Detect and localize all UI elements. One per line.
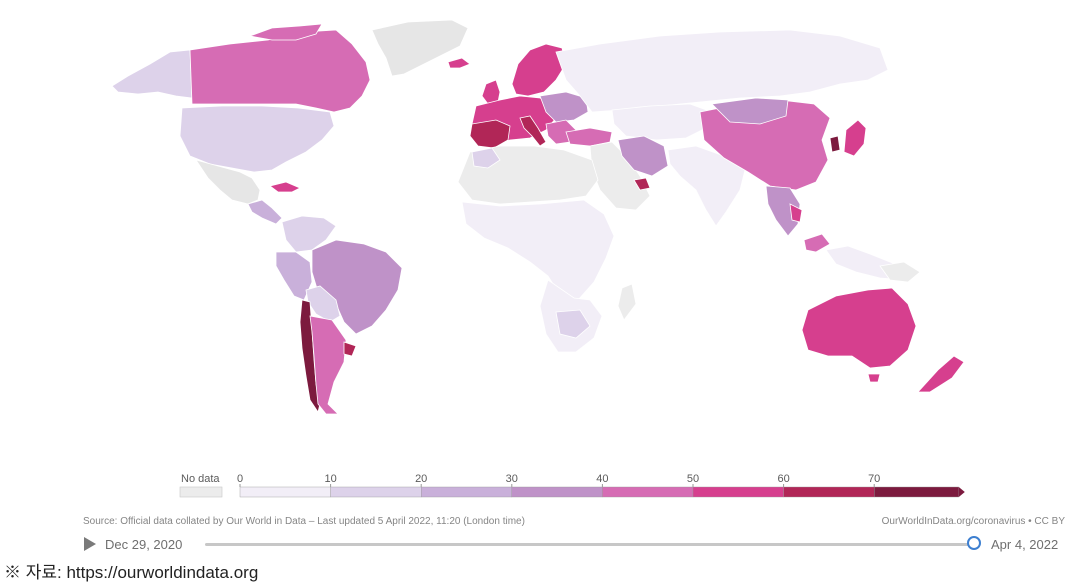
region-cuba[interactable]	[269, 181, 301, 193]
region-uruguay[interactable]	[343, 341, 357, 357]
region-eastern-europe[interactable]	[539, 91, 589, 123]
region-australia[interactable]	[801, 287, 917, 369]
source-note: Source: Official data collated by Our Wo…	[83, 516, 525, 527]
region-morocco-algeria[interactable]	[471, 147, 501, 169]
region-new-zealand[interactable]	[917, 355, 965, 393]
source-caption: ※ 자료: https://ourworldindata.org	[4, 563, 259, 582]
region-south-africa[interactable]	[555, 309, 591, 339]
region-tasmania[interactable]	[867, 373, 881, 383]
region-uae[interactable]	[633, 177, 651, 191]
region-canada[interactable]	[189, 29, 371, 113]
region-united-states[interactable]	[179, 105, 335, 173]
region-madagascar[interactable]	[617, 283, 637, 321]
region-iberia[interactable]	[469, 119, 511, 149]
region-central-asia[interactable]	[611, 103, 713, 141]
region-korea[interactable]	[829, 135, 841, 153]
region-mongolia[interactable]	[711, 97, 789, 125]
region-central-africa[interactable]	[461, 199, 615, 301]
owid-credit[interactable]: OurWorldInData.org/coronavirus • CC BY	[881, 516, 1065, 527]
region-vietnam[interactable]	[789, 203, 803, 223]
region-colombia-venezuela[interactable]	[281, 215, 337, 253]
region-iran[interactable]	[617, 135, 669, 177]
world-map	[111, 19, 965, 415]
timeline-end-date: Apr 4, 2022	[991, 537, 1059, 552]
region-argentina[interactable]	[309, 315, 347, 415]
region-papua[interactable]	[879, 261, 921, 283]
region-alaska[interactable]	[111, 49, 193, 99]
region-indonesia[interactable]	[803, 233, 831, 253]
region-mexico[interactable]	[195, 159, 261, 205]
region-greenland[interactable]	[371, 19, 469, 77]
timeline-start-date: Dec 29, 2020	[105, 537, 183, 552]
play-icon[interactable]	[84, 537, 96, 551]
timeline-track[interactable]	[205, 543, 975, 546]
region-russia[interactable]	[555, 29, 889, 113]
region-italy[interactable]	[519, 115, 547, 147]
region-japan[interactable]	[843, 119, 867, 157]
region-canada-arctic[interactable]	[248, 23, 323, 41]
region-southeast-asia[interactable]	[765, 185, 801, 237]
region-iceland[interactable]	[447, 57, 471, 69]
region-peru[interactable]	[275, 251, 313, 301]
region-central-america[interactable]	[247, 199, 283, 225]
timeline-handle[interactable]	[967, 536, 981, 550]
